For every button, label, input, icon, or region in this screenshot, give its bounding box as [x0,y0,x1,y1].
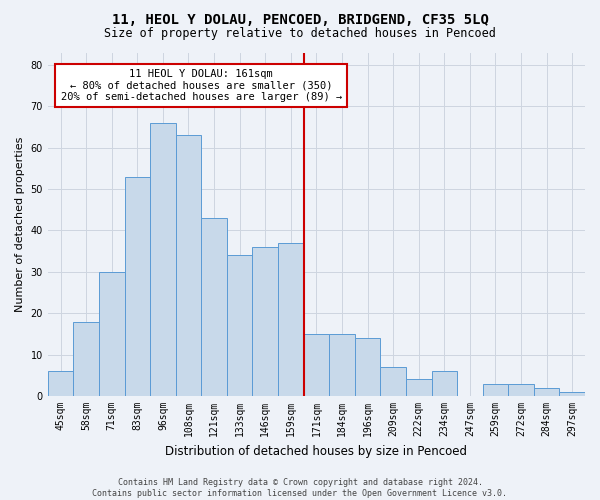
Text: Contains HM Land Registry data © Crown copyright and database right 2024.
Contai: Contains HM Land Registry data © Crown c… [92,478,508,498]
Bar [534,388,559,396]
Bar [125,176,150,396]
Bar [99,272,125,396]
Bar [176,136,201,396]
Text: 11, HEOL Y DOLAU, PENCOED, BRIDGEND, CF35 5LQ: 11, HEOL Y DOLAU, PENCOED, BRIDGEND, CF3… [112,12,488,26]
Bar [431,371,457,396]
Bar [355,338,380,396]
Bar [278,243,304,396]
Bar [406,380,431,396]
Bar [559,392,585,396]
Y-axis label: Number of detached properties: Number of detached properties [15,136,25,312]
Bar [304,334,329,396]
Bar [329,334,355,396]
Bar [73,322,99,396]
Text: Size of property relative to detached houses in Pencoed: Size of property relative to detached ho… [104,28,496,40]
Bar [201,218,227,396]
Bar [48,371,73,396]
Bar [380,367,406,396]
Bar [508,384,534,396]
Bar [253,247,278,396]
Text: 11 HEOL Y DOLAU: 161sqm
← 80% of detached houses are smaller (350)
20% of semi-d: 11 HEOL Y DOLAU: 161sqm ← 80% of detache… [61,69,342,102]
Bar [227,256,253,396]
Bar [150,123,176,396]
Bar [482,384,508,396]
X-axis label: Distribution of detached houses by size in Pencoed: Distribution of detached houses by size … [166,444,467,458]
